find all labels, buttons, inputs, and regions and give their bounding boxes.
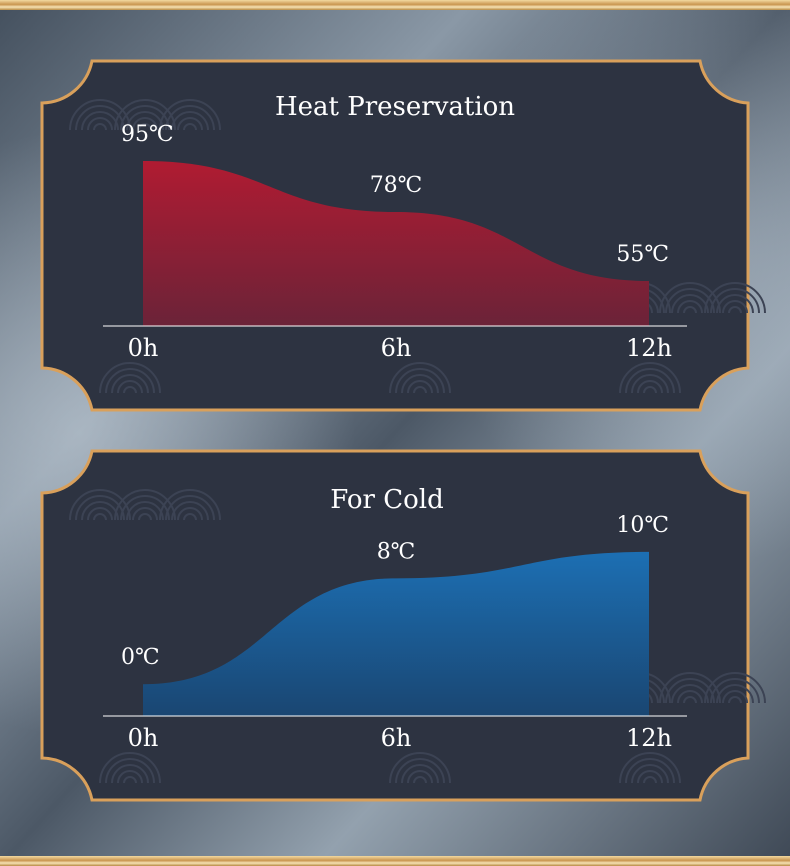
data-label: 95℃ <box>121 122 174 147</box>
bottom-gold-border <box>0 856 790 866</box>
data-label: 0℃ <box>121 645 160 670</box>
chart-title: For Cold <box>330 485 443 515</box>
x-tick-label: 0h <box>128 334 159 362</box>
series-area <box>143 551 649 716</box>
cloud-wave-pattern <box>69 99 766 394</box>
x-tick-label: 12h <box>626 334 672 362</box>
x-tick-label: 0h <box>128 724 159 752</box>
for-cold-panel: For Cold 0h 6h 12h 0℃ 8℃ 10℃ <box>40 449 766 802</box>
top-gold-border <box>0 0 790 10</box>
series-area <box>143 161 649 326</box>
chart-title: Heat Preservation <box>275 92 515 122</box>
data-label: 55℃ <box>616 242 669 267</box>
data-label: 8℃ <box>377 539 416 564</box>
x-tick-label: 12h <box>626 724 672 752</box>
data-label: 78℃ <box>370 173 423 198</box>
x-tick-label: 6h <box>381 724 412 752</box>
data-label: 10℃ <box>616 513 669 538</box>
heat-preservation-panel: Heat Preservation 0h 6h 12h 95℃ 78℃ 55℃ <box>40 59 766 412</box>
cloud-wave-pattern <box>69 489 766 784</box>
x-tick-label: 6h <box>381 334 412 362</box>
